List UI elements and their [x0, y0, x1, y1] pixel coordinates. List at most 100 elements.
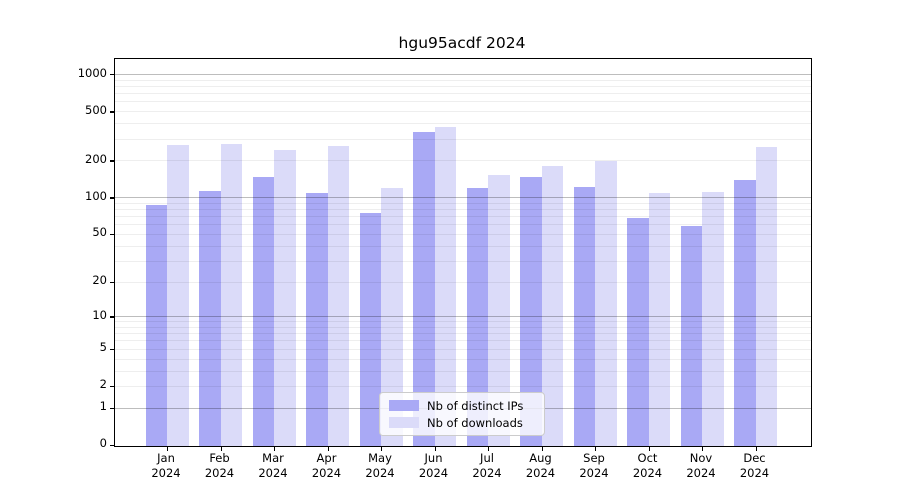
- grid-line-minor: [115, 281, 811, 283]
- y-tick-label: 5: [99, 340, 107, 355]
- legend-item-distinct-ips: Nb of distinct IPs: [380, 399, 544, 413]
- grid-line-minor: [115, 209, 811, 210]
- y-tick-mark: [110, 407, 114, 410]
- grid-line-minor: [115, 160, 811, 162]
- grid-line-minor: [115, 79, 811, 81]
- x-tick-label: Dec 2024: [739, 451, 770, 480]
- bar-distinct-ips: [199, 190, 221, 446]
- y-tick-mark: [110, 111, 114, 113]
- y-tick-label: 100: [85, 188, 107, 203]
- y-tick-label: 1000: [77, 65, 107, 80]
- grid-line-minor: [115, 123, 811, 125]
- grid-line-minor: [115, 224, 811, 226]
- x-tick-mark: [434, 447, 436, 451]
- x-tick-mark: [274, 447, 276, 451]
- grid-line-minor: [115, 321, 811, 323]
- grid-line-minor: [115, 216, 811, 218]
- legend: Nb of distinct IPs Nb of downloads: [379, 392, 545, 436]
- y-tick-label: 50: [92, 225, 107, 240]
- legend-label: Nb of downloads: [427, 415, 523, 430]
- bar-downloads: [755, 146, 777, 446]
- bar-downloads: [702, 192, 724, 446]
- bar-distinct-ips: [680, 226, 702, 446]
- x-tick-label: Nov 2024: [686, 451, 716, 480]
- y-tick-mark: [110, 233, 114, 236]
- bar-distinct-ips: [520, 176, 542, 446]
- y-tick-mark: [110, 385, 114, 388]
- ips-swatch-icon: [389, 400, 419, 411]
- x-tick-mark: [220, 447, 222, 451]
- grid-line-minor: [115, 245, 811, 247]
- plot-area: [110, 58, 812, 451]
- bar-downloads: [541, 165, 563, 446]
- bar-distinct-ips: [734, 180, 756, 446]
- y-tick-label: 10: [92, 307, 107, 322]
- bar-distinct-ips: [359, 213, 381, 446]
- bar-downloads: [488, 174, 510, 446]
- bar-downloads: [274, 149, 296, 446]
- x-tick-mark: [327, 447, 329, 451]
- bar-downloads: [220, 144, 242, 446]
- grid-line-minor: [115, 333, 811, 335]
- bar-distinct-ips: [413, 132, 435, 446]
- x-tick-mark: [755, 447, 757, 451]
- y-tick-label: 20: [92, 273, 107, 287]
- x-tick-label: Jan 2024: [151, 451, 181, 480]
- x-tick-label: Jun 2024: [418, 451, 449, 480]
- y-tick-mark: [110, 160, 114, 162]
- bar-downloads: [167, 144, 189, 446]
- bar-distinct-ips: [573, 187, 595, 446]
- grid-line-minor: [115, 348, 811, 350]
- bar-distinct-ips: [306, 193, 328, 446]
- x-tick-mark: [167, 447, 169, 451]
- grid-line-minor: [115, 93, 811, 95]
- x-tick-label: Jul 2024: [472, 451, 502, 480]
- legend-label: Nb of distinct IPs: [427, 398, 524, 413]
- x-tick-label: Feb 2024: [204, 451, 235, 480]
- grid-line-minor: [115, 385, 811, 387]
- grid-line-minor: [115, 327, 811, 328]
- grid-line-minor: [115, 233, 811, 235]
- bar-distinct-ips: [145, 205, 167, 446]
- bar-distinct-ips: [252, 176, 274, 446]
- bar-downloads: [595, 160, 617, 446]
- y-tick-label: 200: [85, 151, 107, 166]
- legend-item-downloads: Nb of downloads: [380, 416, 544, 430]
- x-tick-mark: [488, 447, 490, 451]
- x-tick-mark: [648, 447, 650, 451]
- y-tick-label: 0: [99, 436, 107, 451]
- bar-downloads: [434, 126, 456, 446]
- grid-line-minor: [115, 370, 811, 372]
- bar-downloads: [381, 188, 403, 446]
- y-tick-mark: [110, 348, 114, 351]
- x-tick-label: May 2024: [365, 451, 395, 480]
- grid-line-minor: [115, 260, 811, 262]
- downloads-swatch-icon: [389, 417, 419, 428]
- bar-distinct-ips: [627, 217, 649, 446]
- grid-line-minor: [115, 202, 811, 204]
- y-tick-mark: [110, 281, 114, 283]
- y-tick-label: 1: [99, 399, 107, 414]
- y-tick-mark: [110, 316, 114, 318]
- grid-line-minor: [115, 358, 811, 360]
- grid-line-minor: [115, 138, 811, 140]
- x-tick-mark: [595, 447, 597, 451]
- x-tick-label: Apr 2024: [311, 451, 342, 480]
- grid-line-minor: [115, 86, 811, 87]
- grid-line-major: [115, 74, 811, 75]
- bar-downloads: [648, 193, 670, 446]
- grid-line-minor: [115, 340, 811, 342]
- grid-line-minor: [115, 111, 811, 113]
- x-tick-label: Oct 2024: [632, 451, 663, 480]
- bar-distinct-ips: [466, 187, 488, 446]
- grid-line-major: [115, 316, 811, 318]
- x-tick-label: Sep 2024: [579, 451, 609, 480]
- y-tick-label: 500: [85, 102, 107, 117]
- y-tick-mark: [110, 197, 114, 199]
- y-tick-mark: [110, 74, 114, 76]
- x-tick-mark: [702, 447, 704, 451]
- bar-downloads: [327, 146, 349, 446]
- grid-line-major: [115, 197, 811, 199]
- x-tick-label: Mar 2024: [258, 451, 288, 480]
